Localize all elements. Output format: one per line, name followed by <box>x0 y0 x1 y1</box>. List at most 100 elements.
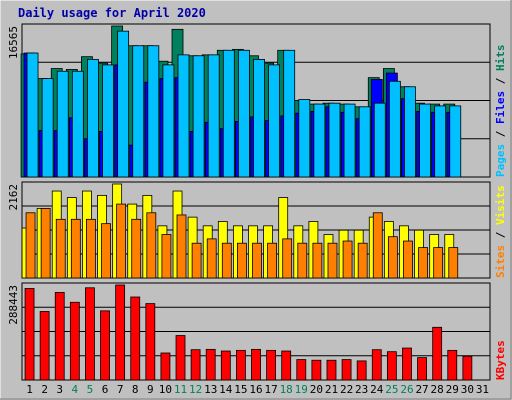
x-tick-label-day-8: 8 <box>132 383 139 396</box>
x-tick-label-day-24: 24 <box>370 383 384 396</box>
x-tick-label-day-18: 18 <box>280 383 293 396</box>
bar-sites-day-15 <box>237 242 247 279</box>
x-tick-label-day-27: 27 <box>415 383 428 396</box>
bar-sites-day-5 <box>86 218 96 279</box>
legend-item-hits: Hits <box>494 45 507 72</box>
bar-kbytes-day-11 <box>175 335 186 381</box>
bar-kbytes-day-26 <box>402 347 412 381</box>
x-tick-label-day-25: 25 <box>385 383 398 396</box>
bar-sites-day-1 <box>25 212 36 279</box>
bar-sites-day-18 <box>282 238 293 279</box>
bar-pages-day-18 <box>283 49 296 178</box>
x-tick-label-day-23: 23 <box>355 383 368 396</box>
legend-2: Sites / Visits <box>494 185 507 278</box>
x-tick-label-day-4: 4 <box>72 383 79 396</box>
x-tick-label-day-11: 11 <box>174 383 187 396</box>
bar-sites-day-4 <box>70 218 81 279</box>
bar-pages-day-6 <box>102 64 114 178</box>
bar-kbytes-day-24 <box>371 349 382 381</box>
x-tick-label-day-29: 29 <box>446 383 459 396</box>
bar-pages-day-5 <box>87 59 99 178</box>
x-tick-label-day-19: 19 <box>295 383 308 396</box>
legend-item-kbytes: KBytes <box>494 340 507 380</box>
bar-pages-day-12 <box>192 55 205 178</box>
bar-kbytes-day-18 <box>281 350 292 381</box>
legend-separator: / <box>494 71 507 91</box>
bar-sites-day-2 <box>40 208 51 279</box>
bar-pages-day-15 <box>238 49 250 178</box>
bar-kbytes-day-20 <box>311 359 322 381</box>
x-tick-label-day-30: 30 <box>461 383 474 396</box>
x-tick-label-day-31: 31 <box>476 383 489 396</box>
bar-sites-day-19 <box>297 242 308 279</box>
bar-pages-day-10 <box>162 64 175 178</box>
bar-pages-day-4 <box>71 70 84 178</box>
x-tick-label-day-6: 6 <box>102 383 109 396</box>
legend-item-files: Files <box>494 91 507 124</box>
legend-1: Pages / Files / Hits <box>494 45 507 178</box>
bar-sites-day-28 <box>433 247 444 279</box>
x-tick-label-day-20: 20 <box>310 383 323 396</box>
bar-kbytes-day-17 <box>266 349 276 381</box>
bar-kbytes-day-27 <box>417 357 427 381</box>
bar-pages-day-1 <box>26 52 39 178</box>
bar-kbytes-day-7 <box>115 284 126 381</box>
bar-kbytes-day-3 <box>54 291 65 381</box>
x-tick-label-day-28: 28 <box>431 383 444 396</box>
legend-item-pages: Pages <box>494 144 507 177</box>
bar-pages-day-29 <box>449 105 462 178</box>
y-max-label-3: 288443 <box>7 285 20 325</box>
bar-sites-day-26 <box>403 240 413 279</box>
bar-sites-day-22 <box>342 240 353 279</box>
bar-pages-day-14 <box>222 49 235 178</box>
bar-kbytes-day-10 <box>160 352 171 381</box>
bar-sites-day-7 <box>116 203 127 279</box>
bar-sites-day-10 <box>161 234 172 279</box>
legend-3: KBytes <box>494 340 507 380</box>
bar-pages-day-8 <box>132 45 145 178</box>
bar-kbytes-day-9 <box>145 303 156 381</box>
bar-kbytes-day-8 <box>130 296 141 381</box>
bar-sites-day-29 <box>448 247 459 279</box>
x-tick-label-day-17: 17 <box>264 383 277 396</box>
bar-pages-day-25 <box>388 80 401 178</box>
bar-sites-day-3 <box>55 218 66 279</box>
bar-kbytes-day-12 <box>190 349 201 381</box>
x-tick-label-day-15: 15 <box>234 383 247 396</box>
x-tick-label-day-22: 22 <box>340 383 353 396</box>
legend-item-sites: Sites <box>494 245 507 278</box>
bar-sites-day-17 <box>267 242 277 279</box>
x-tick-label-day-2: 2 <box>41 383 48 396</box>
y-max-label-1: 16565 <box>7 26 20 59</box>
legend-separator: / <box>494 124 507 144</box>
bar-kbytes-day-25 <box>386 351 397 381</box>
bar-sites-day-11 <box>176 214 187 279</box>
legend-separator: / <box>494 225 507 245</box>
bar-kbytes-day-13 <box>205 348 216 381</box>
bar-pages-day-17 <box>268 64 280 178</box>
x-tick-label-day-3: 3 <box>56 383 63 396</box>
x-tick-label-day-7: 7 <box>117 383 124 396</box>
bar-pages-day-23 <box>358 106 371 178</box>
bar-kbytes-day-28 <box>432 326 443 381</box>
bar-sites-day-8 <box>131 218 142 279</box>
bar-sites-day-27 <box>418 247 428 279</box>
x-tick-label-day-10: 10 <box>159 383 172 396</box>
bar-pages-day-16 <box>253 59 265 178</box>
bar-kbytes-day-23 <box>356 360 367 381</box>
bar-pages-day-13 <box>207 54 220 178</box>
bar-pages-day-22 <box>343 103 356 178</box>
bar-pages-day-9 <box>147 45 160 178</box>
x-tick-label-day-16: 16 <box>249 383 262 396</box>
legend-item-visits: Visits <box>494 185 507 225</box>
bar-kbytes-day-29 <box>447 349 458 381</box>
bar-sites-day-24 <box>372 212 383 279</box>
y-max-label-2: 2162 <box>7 184 20 211</box>
bar-sites-day-6 <box>101 223 111 279</box>
bar-sites-day-16 <box>252 242 262 279</box>
bar-kbytes-day-5 <box>85 287 95 381</box>
bar-kbytes-day-21 <box>326 359 337 381</box>
bar-pages-day-26 <box>404 86 416 178</box>
bar-sites-day-25 <box>387 236 398 279</box>
